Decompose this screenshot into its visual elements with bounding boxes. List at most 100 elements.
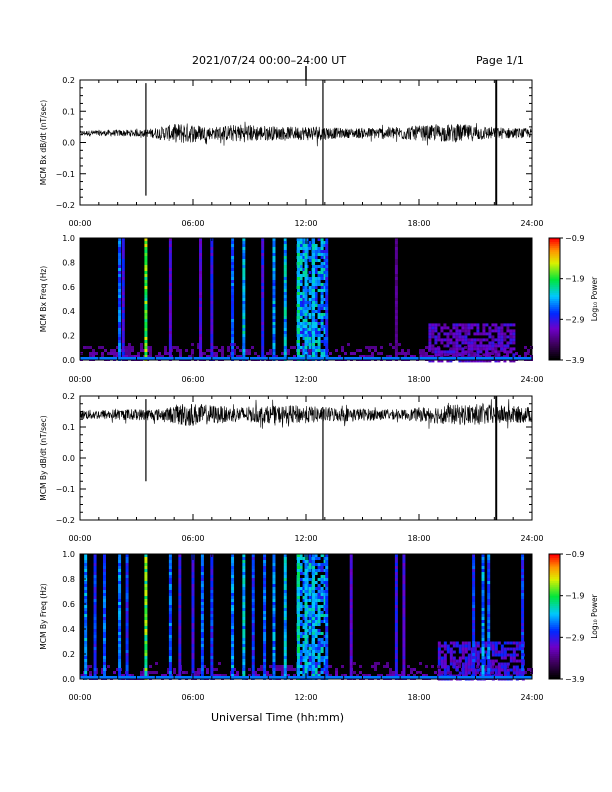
spectrogram-cell	[449, 650, 453, 654]
spectrogram-band	[272, 253, 276, 256]
spectrogram-band	[394, 638, 398, 641]
spectrogram-band	[144, 322, 148, 325]
spectrogram-band	[125, 674, 129, 677]
spectrogram-cell	[302, 668, 306, 671]
spectrogram-band	[178, 599, 182, 602]
spectrogram-cell	[323, 328, 327, 331]
spectrogram-band	[191, 623, 195, 626]
spectrogram-cell	[497, 338, 501, 342]
spectrogram-cell	[314, 247, 318, 250]
spectrogram-band	[394, 671, 398, 674]
spectrogram-band	[210, 244, 214, 247]
spectrogram-band	[242, 250, 246, 253]
spectrogram-band	[263, 596, 267, 599]
spectrogram-band	[283, 617, 287, 620]
spectrogram-band	[312, 307, 316, 310]
spectrogram-band	[261, 253, 265, 256]
spectrogram-band	[325, 602, 329, 605]
spectrogram-cell	[308, 241, 312, 244]
spectrogram-band	[242, 569, 246, 572]
x-tick-label: 06:00	[181, 219, 204, 228]
spectrogram-band	[242, 611, 246, 614]
spectrogram-band	[118, 674, 122, 677]
spectrogram-cell	[509, 656, 513, 660]
spectrogram-band	[304, 656, 308, 659]
spectrogram-band	[272, 298, 276, 301]
spectrogram-cell	[299, 274, 303, 277]
spectrogram-cell	[317, 337, 321, 340]
spectrogram-band	[283, 668, 287, 671]
spectrogram-cell	[140, 346, 143, 349]
spectrogram-cell	[482, 353, 486, 357]
spectrogram-cell	[299, 620, 303, 623]
spectrogram-band	[118, 623, 122, 626]
spectrogram-band	[394, 632, 398, 635]
spectrogram-band	[261, 241, 265, 244]
spectrogram-band	[263, 584, 267, 587]
colorbar-swatch	[549, 270, 560, 274]
spectrogram-cell	[323, 355, 327, 358]
spectrogram-cell	[515, 671, 519, 675]
spectrogram-band	[296, 250, 300, 253]
spectrogram-band	[210, 289, 214, 292]
spectrogram-band	[125, 599, 129, 602]
spectrogram-cell	[320, 355, 324, 358]
spectrogram-band	[312, 280, 316, 283]
spectrogram-band	[283, 659, 287, 662]
spectrogram-band	[263, 668, 267, 671]
spectrogram-band	[304, 584, 308, 587]
spectrogram-band	[191, 632, 195, 635]
spectrogram-band	[304, 283, 308, 286]
spectrogram-band	[325, 256, 329, 259]
spectrogram-band	[144, 656, 148, 659]
spectrogram-cell	[473, 332, 477, 336]
spectrogram-band	[144, 271, 148, 274]
spectrogram-band	[487, 566, 491, 569]
spectrogram-band	[312, 319, 316, 322]
spectrogram-band	[325, 572, 329, 575]
spectrogram-band	[144, 355, 148, 358]
colorbar-swatch	[549, 335, 560, 339]
y-tick-label: −0.1	[56, 170, 75, 179]
spectrogram-band	[312, 653, 316, 656]
spectrogram-band	[521, 662, 525, 665]
spectrogram-band	[312, 644, 316, 647]
spectrogram-band	[296, 295, 300, 298]
spectrogram-band	[93, 557, 97, 560]
spectrogram-cell	[248, 668, 251, 671]
spectrogram-band	[325, 241, 329, 244]
spectrogram-band	[231, 653, 235, 656]
spectrogram-band	[261, 268, 265, 271]
spectrogram-band	[199, 346, 203, 349]
spectrogram-band	[118, 638, 122, 641]
spectrogram-cell	[164, 674, 167, 677]
spectrogram-cell	[299, 590, 303, 593]
spectrogram-cell	[308, 656, 312, 659]
spectrogram-cell	[335, 674, 338, 677]
spectrogram-band	[261, 316, 265, 319]
spectrogram-band	[283, 602, 287, 605]
spectrogram-band	[210, 659, 214, 662]
spectrogram-band	[118, 554, 122, 557]
spectrogram-band	[118, 325, 122, 328]
spectrogram-band	[168, 343, 172, 346]
spectrogram-band	[231, 659, 235, 662]
spectrogram-band	[272, 325, 276, 328]
spectrogram-band	[242, 244, 246, 247]
spectrogram-band	[168, 578, 172, 581]
spectrogram-cell	[317, 590, 321, 593]
spectrogram-band	[93, 659, 97, 662]
spectrogram-cell	[206, 355, 209, 358]
spectrogram-cell	[506, 323, 510, 327]
spectrogram-cell	[314, 283, 318, 286]
spectrogram-band	[325, 298, 329, 301]
spectrogram-band	[349, 653, 353, 656]
spectrogram-band	[210, 626, 214, 629]
spectrogram-cell	[485, 359, 489, 363]
spectrogram-band	[394, 259, 398, 262]
spectrogram-band	[231, 617, 235, 620]
spectrogram-cell	[464, 650, 468, 654]
colorbar-swatch	[549, 676, 560, 680]
spectrogram-band	[231, 289, 235, 292]
spectrogram-cell	[479, 671, 483, 675]
